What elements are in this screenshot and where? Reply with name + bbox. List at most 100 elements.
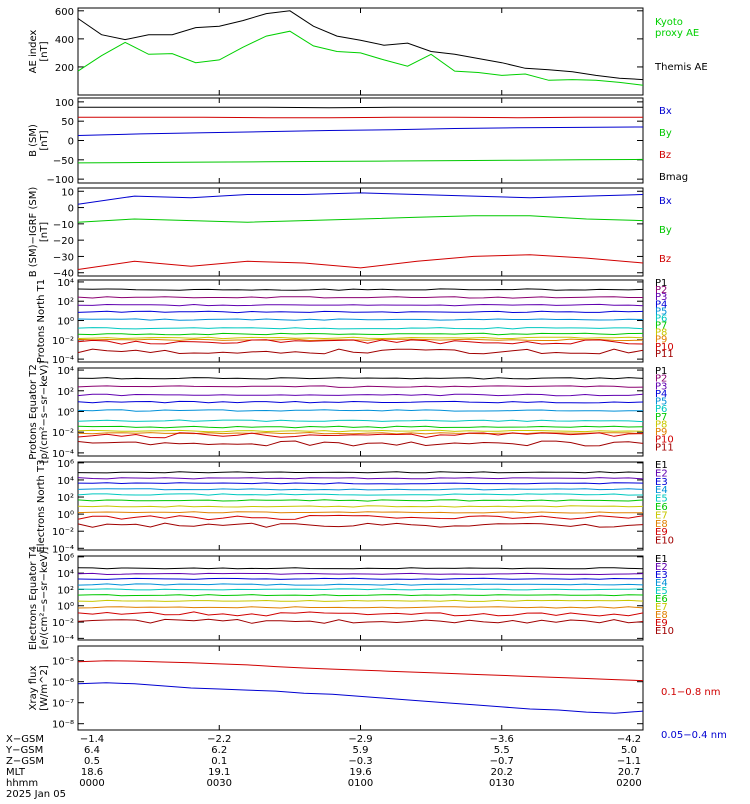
y-axis-label: Protons Equator T2 bbox=[28, 364, 39, 460]
ephemeris-value: 18.6 bbox=[81, 767, 103, 778]
y-tick-label: 0 bbox=[68, 137, 74, 148]
ephemeris-value: 0030 bbox=[207, 778, 232, 789]
ephemeris-value: 0.5 bbox=[84, 756, 100, 767]
ephemeris-value: 0000 bbox=[79, 778, 104, 789]
y-tick-label: 10⁻² bbox=[52, 428, 74, 439]
ephemeris-label: hhmm bbox=[6, 778, 38, 789]
y-axis-label: Xray flux bbox=[28, 666, 39, 711]
y-tick-label: −10 bbox=[53, 220, 74, 231]
ephemeris-label: MLT bbox=[6, 767, 26, 778]
panel-3 bbox=[78, 188, 643, 276]
series-line bbox=[78, 472, 643, 473]
ephemeris-value: 20.2 bbox=[491, 767, 513, 778]
series-line bbox=[78, 339, 643, 340]
y-tick-label: 10⁻⁷ bbox=[52, 699, 74, 710]
y-tick-label: 10⁻² bbox=[52, 618, 74, 629]
y-tick-label: 600 bbox=[55, 7, 74, 18]
series-line bbox=[78, 311, 643, 312]
series-line bbox=[78, 589, 643, 590]
legend-label: Kyoto bbox=[655, 17, 683, 28]
series-line bbox=[78, 349, 643, 354]
y-tick-label: 400 bbox=[55, 35, 74, 46]
y-axis-units: [nT] bbox=[39, 130, 50, 150]
ephemeris-value: 0200 bbox=[616, 778, 641, 789]
y-tick-label: 10⁻⁸ bbox=[52, 720, 74, 731]
series-line bbox=[78, 661, 643, 681]
y-tick-label: 10⁰ bbox=[57, 407, 74, 418]
y-tick-label: 10⁻⁵ bbox=[52, 657, 74, 668]
y-tick-label: 10⁶ bbox=[57, 553, 74, 564]
panel-frame bbox=[78, 646, 643, 730]
series-line bbox=[78, 600, 643, 601]
ephemeris-value: −4.2 bbox=[617, 734, 641, 745]
y-tick-label: 10² bbox=[57, 585, 74, 596]
legend-label: Bx bbox=[659, 196, 672, 207]
ephemeris-value: 19.6 bbox=[349, 767, 371, 778]
y-tick-label: 10⁴ bbox=[57, 569, 74, 580]
y-axis-label: Protons North T1 bbox=[36, 279, 47, 363]
series-line bbox=[78, 515, 643, 519]
series-line bbox=[78, 506, 643, 507]
panel-frame bbox=[78, 188, 643, 276]
legend-label: Bz bbox=[659, 254, 671, 265]
ephemeris-value: 0130 bbox=[489, 778, 514, 789]
y-tick-label: −100 bbox=[47, 175, 74, 186]
series-line bbox=[78, 410, 643, 412]
panel-frame bbox=[78, 8, 643, 95]
series-line bbox=[78, 512, 643, 513]
y-tick-label: 10⁴ bbox=[57, 476, 74, 487]
legend-label: E10 bbox=[655, 536, 674, 547]
ephemeris-value: 6.4 bbox=[84, 745, 100, 756]
y-tick-label: 10⁰ bbox=[57, 510, 74, 521]
ephemeris-value: 5.0 bbox=[621, 745, 637, 756]
panel-7 bbox=[78, 556, 643, 640]
ephemeris-value: −1.4 bbox=[80, 734, 104, 745]
ephemeris-value: 0100 bbox=[348, 778, 373, 789]
ephemeris-label: Y−GSM bbox=[5, 745, 43, 756]
legend-label: Bx bbox=[659, 106, 672, 117]
legend-label: By bbox=[659, 225, 672, 236]
series-line bbox=[78, 441, 643, 446]
series-line bbox=[78, 420, 643, 422]
series-line bbox=[78, 612, 643, 616]
ephemeris-value: 20.7 bbox=[618, 767, 640, 778]
ephemeris-value: 5.5 bbox=[494, 745, 510, 756]
y-tick-label: 10⁴ bbox=[57, 278, 74, 289]
series-line bbox=[78, 386, 643, 388]
series-line bbox=[78, 328, 643, 329]
y-tick-label: 10² bbox=[57, 297, 74, 308]
ephemeris-value: −3.6 bbox=[490, 734, 514, 745]
legend-label: E10 bbox=[655, 626, 674, 637]
y-tick-label: 10⁰ bbox=[57, 602, 74, 613]
ephemeris-label: 2025 Jan 05 bbox=[6, 789, 66, 800]
series-line bbox=[78, 573, 643, 574]
panel-frame bbox=[78, 280, 643, 362]
panel-frame bbox=[78, 98, 643, 183]
ephemeris-value: −0.7 bbox=[490, 756, 514, 767]
y-axis-units: [p/(cm²−s−sr−keV)] bbox=[39, 361, 50, 464]
y-tick-label: −30 bbox=[53, 252, 74, 263]
legend-label: P11 bbox=[655, 442, 674, 453]
legend-label: Bz bbox=[659, 150, 671, 161]
y-tick-label: 10² bbox=[57, 387, 74, 398]
series-line bbox=[78, 426, 643, 428]
series-line bbox=[78, 289, 643, 290]
y-tick-label: 10⁻⁶ bbox=[52, 678, 74, 689]
series-line bbox=[78, 494, 643, 495]
y-tick-label: 0 bbox=[68, 204, 74, 215]
y-tick-label: 200 bbox=[55, 63, 74, 74]
y-axis-label: B (SM) bbox=[28, 124, 39, 157]
ephemeris-value: −2.9 bbox=[348, 734, 372, 745]
panel-2 bbox=[78, 98, 643, 183]
series-line bbox=[78, 11, 643, 80]
y-axis-units: [W/m^2] bbox=[39, 665, 50, 711]
ephemeris-value: 19.1 bbox=[208, 767, 230, 778]
series-line bbox=[78, 619, 643, 623]
y-axis-units: [e/(cm²−s−sr−keV)] bbox=[39, 547, 50, 650]
series-line bbox=[78, 607, 643, 608]
panel-4 bbox=[78, 280, 643, 362]
panel-6 bbox=[78, 462, 643, 550]
y-tick-label: −20 bbox=[53, 236, 74, 247]
y-tick-label: 10 bbox=[61, 187, 74, 198]
